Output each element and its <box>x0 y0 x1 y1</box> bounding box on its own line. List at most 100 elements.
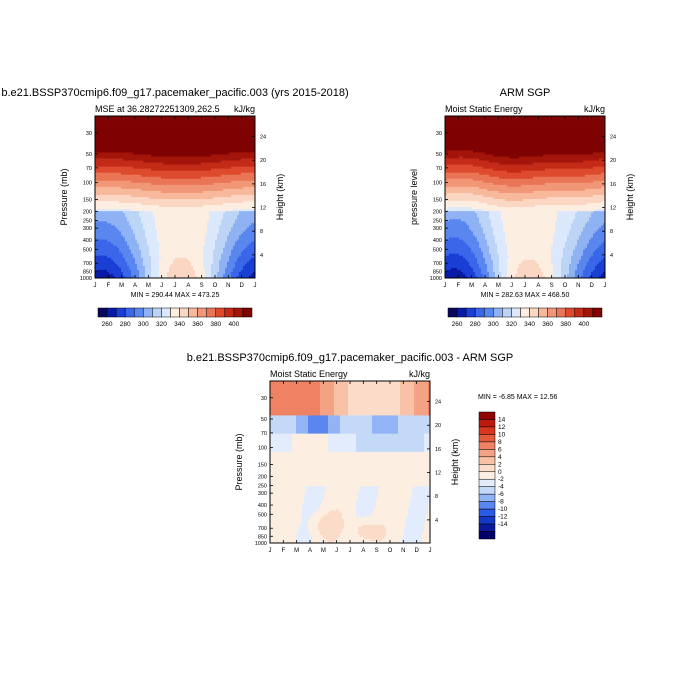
contour-cell <box>143 188 146 192</box>
contour-cell <box>169 170 172 174</box>
contour-cell <box>151 118 154 121</box>
contour-cell <box>207 124 210 127</box>
contour-cell <box>229 166 232 170</box>
contour-cell <box>109 122 112 125</box>
contour-cell <box>235 136 238 139</box>
contour-cell <box>223 190 226 194</box>
contour-cell <box>229 225 232 228</box>
contour-cell <box>215 229 218 232</box>
contour-cell <box>97 186 100 190</box>
contour-cell <box>193 190 196 194</box>
contour-cell <box>131 241 134 244</box>
contour-cell <box>161 132 164 135</box>
contour-cell <box>247 225 250 228</box>
contour-cell <box>231 170 234 174</box>
contour-cell <box>199 162 202 165</box>
contour-cell <box>167 215 170 218</box>
contour-cell <box>147 203 150 206</box>
contour-cell <box>223 233 226 236</box>
contour-cell <box>215 199 218 202</box>
contour-cell <box>97 134 100 137</box>
contour-cell <box>205 128 208 131</box>
contour-cell <box>165 239 168 242</box>
contour-cell <box>105 150 108 153</box>
contour-cell <box>149 223 152 226</box>
contour-cell <box>151 231 154 234</box>
contour-cell <box>151 194 154 198</box>
contour-cell <box>129 178 132 182</box>
contour-cell <box>107 152 110 155</box>
contour-cell <box>199 229 202 232</box>
contour-cell <box>233 235 236 238</box>
contour-cell <box>223 213 226 216</box>
contour-cell <box>139 215 142 218</box>
contour-cell <box>103 241 106 244</box>
contour-cell <box>171 229 174 232</box>
contour-cell <box>129 116 132 119</box>
contour-cell <box>221 239 224 242</box>
contour-cell <box>199 136 202 139</box>
contour-cell <box>205 152 208 155</box>
contour-cell <box>139 118 142 121</box>
contour-cell <box>139 188 142 192</box>
contour-cell <box>157 233 160 236</box>
contour-cell <box>123 197 126 200</box>
contour-cell <box>99 225 102 228</box>
contour-cell <box>207 199 210 202</box>
contour-cell <box>249 176 252 180</box>
contour-cell <box>219 205 222 208</box>
contour-cell <box>143 239 146 242</box>
contour-cell <box>163 140 166 143</box>
contour-cell <box>147 211 150 214</box>
contour-cell <box>99 120 102 123</box>
contour-cell <box>115 168 118 172</box>
contour-cell <box>131 186 134 190</box>
contour-cell <box>171 164 174 168</box>
contour-cell <box>115 126 118 129</box>
contour-cell <box>101 207 104 210</box>
contour-cell <box>161 158 164 161</box>
contour-cell <box>99 178 102 182</box>
contour-cell <box>247 166 250 170</box>
contour-cell <box>215 118 218 121</box>
contour-cell <box>143 233 146 236</box>
contour-cell <box>215 146 218 149</box>
contour-cell <box>197 148 200 151</box>
contour-cell <box>251 140 254 143</box>
contour-cell <box>175 156 178 159</box>
contour-cell <box>129 215 132 218</box>
contour-cell <box>239 194 242 198</box>
contour-cell <box>197 126 200 129</box>
contour-cell <box>207 134 210 137</box>
contour-cell <box>201 156 204 159</box>
contour-cell <box>169 223 172 226</box>
contour-cell <box>189 229 192 232</box>
contour-cell <box>99 223 102 226</box>
contour-cell <box>145 217 148 220</box>
contour-cell <box>179 140 182 143</box>
contour-cell <box>209 116 212 119</box>
contour-cell <box>157 136 160 139</box>
contour-cell <box>203 201 206 204</box>
contour-cell <box>101 231 104 234</box>
contour-cell <box>239 126 242 129</box>
contour-cell <box>249 168 252 172</box>
contour-cell <box>215 221 218 224</box>
contour-cell <box>129 203 132 206</box>
contour-cell <box>225 154 228 157</box>
contour-cell <box>103 160 106 163</box>
contour-cell <box>125 207 128 210</box>
contour-cell <box>111 132 114 135</box>
contour-cell <box>181 186 184 190</box>
contour-cell <box>221 174 224 178</box>
contour-cell <box>215 142 218 145</box>
contour-cell <box>199 170 202 174</box>
contour-cell <box>173 178 176 182</box>
contour-cell <box>111 217 114 220</box>
contour-cell <box>241 239 244 242</box>
contour-cell <box>153 211 156 214</box>
contour-cell <box>141 213 144 216</box>
contour-cell <box>121 168 124 172</box>
contour-cell <box>141 152 144 155</box>
contour-cell <box>227 190 230 194</box>
